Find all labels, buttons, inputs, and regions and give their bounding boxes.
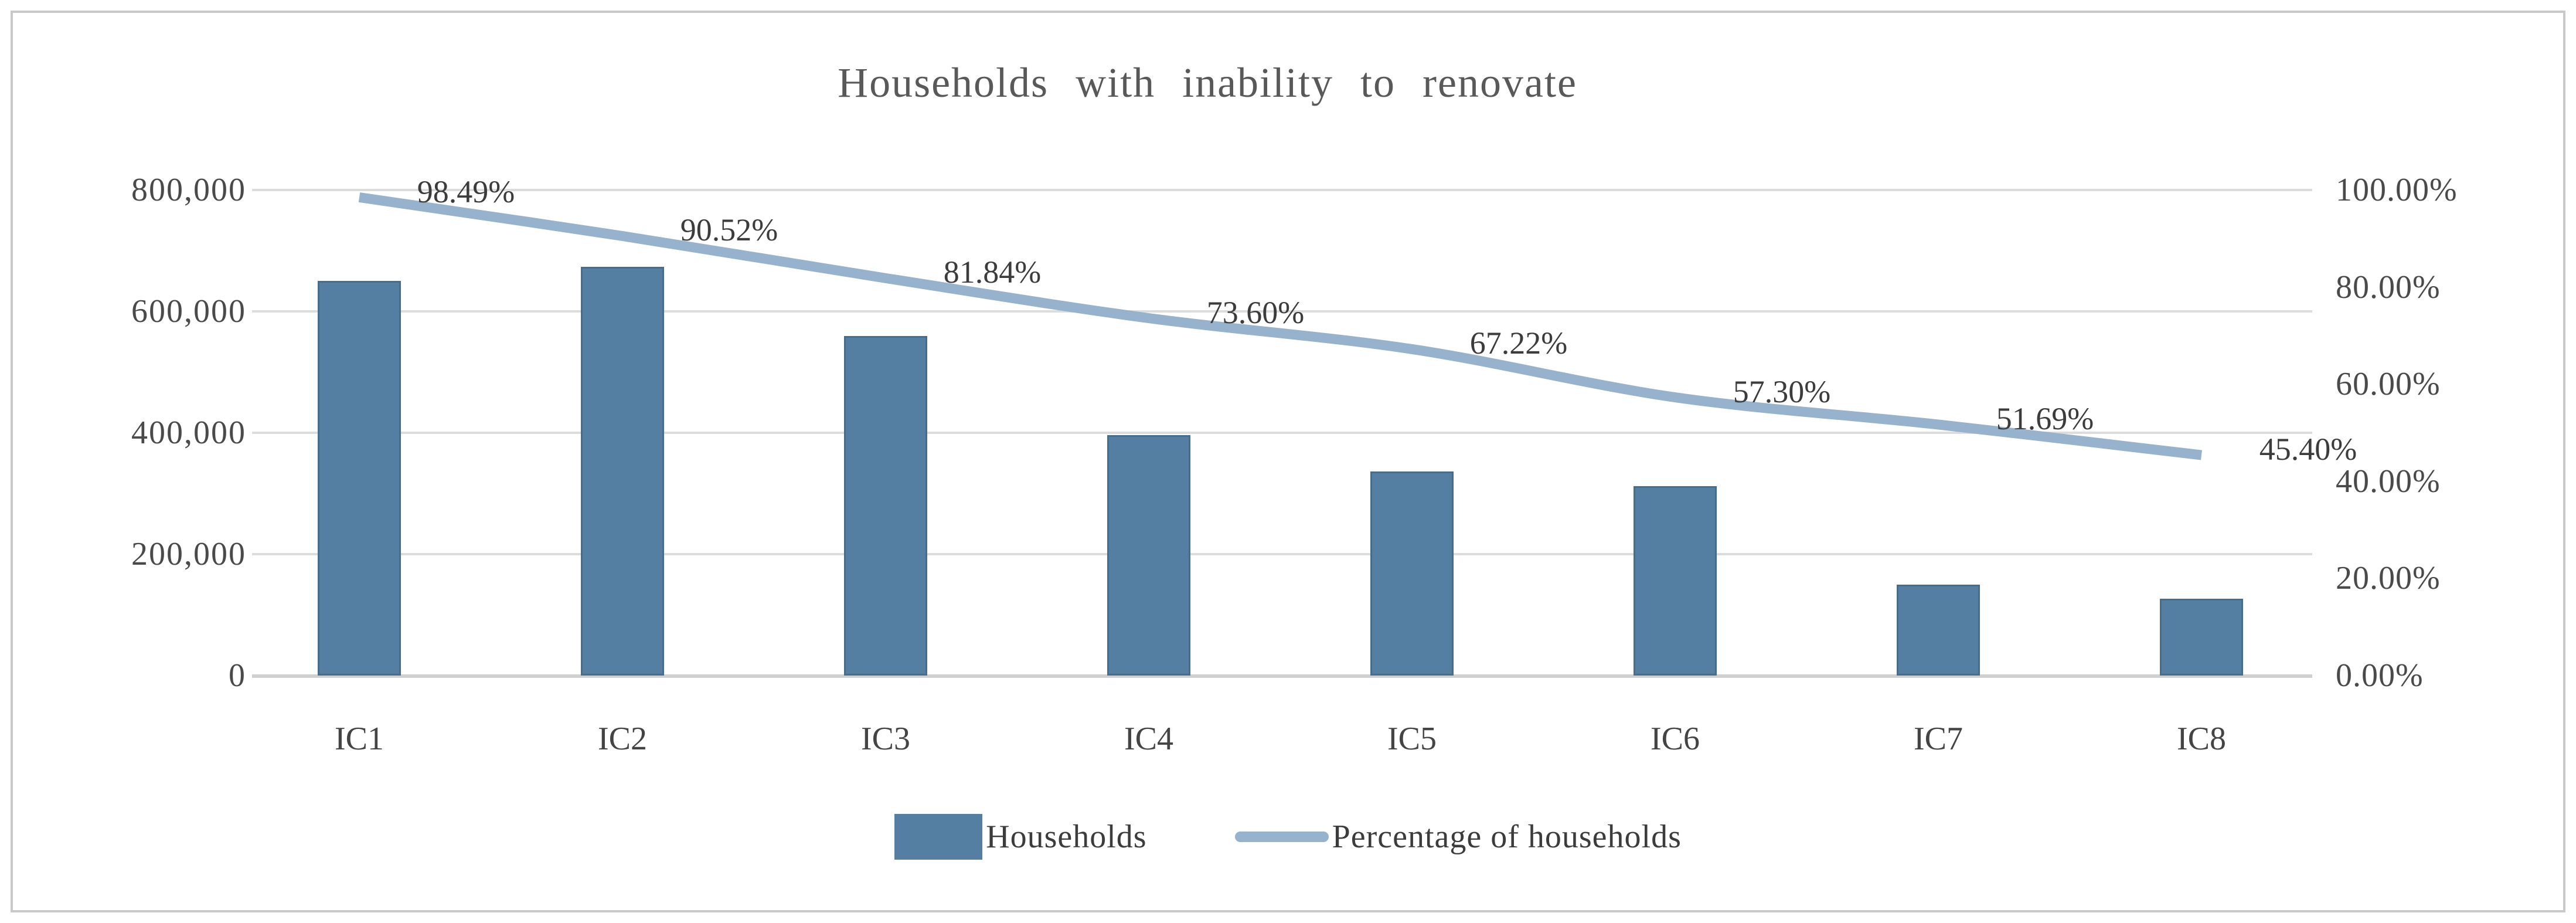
bar-ic5 xyxy=(1370,471,1454,676)
y-axis-left-tick-label: 600,000 xyxy=(131,293,246,330)
x-axis-label-ic7: IC7 xyxy=(1914,721,1963,757)
percentage-line-swatch-icon xyxy=(1234,832,1329,842)
y-axis-left-tick-label: 800,000 xyxy=(131,172,246,208)
x-axis-label-ic3: IC3 xyxy=(861,721,910,757)
x-axis-label-ic1: IC1 xyxy=(335,721,384,757)
data-label-ic3: 81.84% xyxy=(943,254,1042,290)
legend-item-households: Households xyxy=(894,814,1146,860)
bar-ic8 xyxy=(2160,598,2243,676)
households-bar-swatch-icon xyxy=(894,814,983,860)
y-axis-left-tick-label: 200,000 xyxy=(131,536,246,572)
y-axis-right-tick-label: 0.00% xyxy=(2336,657,2424,694)
data-label-ic5: 67.22% xyxy=(1469,325,1568,361)
legend-item-percentage: Percentage of households xyxy=(1234,818,1682,856)
data-label-ic2: 90.52% xyxy=(680,212,778,248)
x-axis-label-ic6: IC6 xyxy=(1651,721,1700,757)
chart-frame-border xyxy=(11,11,2565,912)
chart-title: Households with inability to renovate xyxy=(838,59,1577,106)
bar-ic1 xyxy=(318,281,401,676)
gridline xyxy=(252,432,2312,434)
bar-ic6 xyxy=(1634,486,1717,676)
gridline xyxy=(252,553,2312,555)
data-label-ic8: 45.40% xyxy=(2259,432,2357,467)
data-label-ic4: 73.60% xyxy=(1206,294,1305,330)
legend: Households Percentage of households xyxy=(0,814,2576,860)
bar-ic2 xyxy=(581,267,664,676)
x-axis-label-ic8: IC8 xyxy=(2177,721,2226,757)
y-axis-left-tick-label: 0 xyxy=(229,657,246,694)
bar-ic7 xyxy=(1897,584,1980,676)
y-axis-right-tick-label: 100.00% xyxy=(2336,172,2458,208)
x-axis-label-ic2: IC2 xyxy=(598,721,647,757)
y-axis-right-tick-label: 60.00% xyxy=(2336,366,2441,403)
legend-label-households: Households xyxy=(986,819,1147,855)
y-axis-right-tick-label: 40.00% xyxy=(2336,463,2441,500)
data-label-ic6: 57.30% xyxy=(1733,374,1831,409)
data-label-ic1: 98.49% xyxy=(417,174,515,209)
y-axis-left-tick-label: 400,000 xyxy=(131,415,246,451)
percentage-line xyxy=(358,192,2202,460)
gridline xyxy=(252,310,2312,313)
legend-label-percentage: Percentage of households xyxy=(1332,819,1682,855)
x-axis-line xyxy=(252,674,2312,678)
x-axis-label-ic5: IC5 xyxy=(1387,721,1437,757)
bar-ic3 xyxy=(844,336,927,676)
gridline xyxy=(252,189,2312,191)
data-label-ic7: 51.69% xyxy=(1996,401,2094,436)
bar-ic4 xyxy=(1107,435,1190,676)
y-axis-right-tick-label: 20.00% xyxy=(2336,560,2441,597)
y-axis-right-tick-label: 80.00% xyxy=(2336,269,2441,306)
x-axis-label-ic4: IC4 xyxy=(1124,721,1173,757)
